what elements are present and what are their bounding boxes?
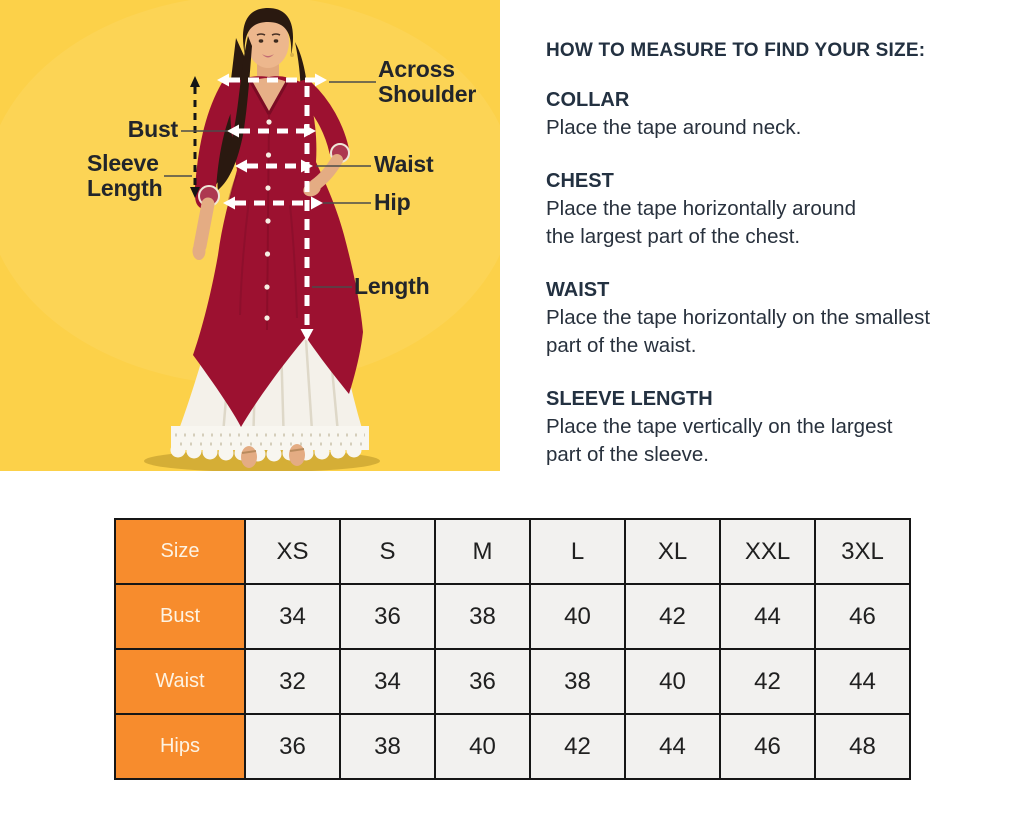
- size-column-header: XS: [244, 518, 341, 585]
- size-column-header: L: [529, 518, 626, 585]
- measurement-value-cell: 46: [719, 713, 816, 780]
- measurement-value-cell: 48: [814, 713, 911, 780]
- measurement-value-cell: 42: [719, 648, 816, 715]
- guide-section-line: Place the tape around neck.: [546, 116, 802, 139]
- model-figure: [144, 8, 380, 471]
- size-column-header: M: [434, 518, 531, 585]
- measurement-value-cell: 42: [529, 713, 626, 780]
- measurement-row-label: Hips: [114, 713, 246, 780]
- size-header-row: Size XS S M L XL XXL 3XL: [114, 518, 911, 585]
- measurement-value-cell: 36: [244, 713, 341, 780]
- size-column-header: XL: [624, 518, 721, 585]
- label-bust: Bust: [127, 116, 179, 142]
- guide-section-chest: CHEST Place the tape horizontally around…: [546, 167, 986, 252]
- size-table: Size XS S M L XL XXL 3XL Bust 34 36 38 40 42 44 46 Waist…: [114, 518, 911, 780]
- guide-section-line: Place the tape horizontally around: [546, 196, 856, 220]
- guide-section-heading: WAIST: [546, 278, 610, 301]
- guide-section-line: the largest part of the chest.: [546, 225, 801, 248]
- measurement-value-cell: 32: [244, 648, 341, 715]
- measurement-row: Hips 36 38 40 42 44 46 48: [114, 713, 911, 780]
- guide-section-heading: SLEEVE LENGTH: [546, 387, 713, 410]
- measurement-value-cell: 40: [624, 648, 721, 715]
- shoulder-arrow: [217, 73, 327, 87]
- measurement-value-cell: 36: [434, 648, 531, 715]
- size-column-header: XXL: [719, 518, 816, 585]
- measurement-value-cell: 42: [624, 583, 721, 650]
- sleeve-length-arrow: [190, 76, 200, 198]
- measurement-arrows: [164, 73, 376, 341]
- guide-section-heading: COLLAR: [546, 89, 630, 111]
- label-connector-lines: [164, 81, 376, 288]
- size-column-header: 3XL: [814, 518, 911, 585]
- guide-section-line: Place the tape horizontally on the small…: [546, 305, 931, 329]
- measurement-row: Waist 32 34 36 38 40 42 44: [114, 648, 911, 715]
- model-illustration: [0, 0, 500, 471]
- measurement-value-cell: 38: [434, 583, 531, 650]
- guide-section-sleeve-length: SLEEVE LENGTH Place the tape vertically …: [546, 385, 986, 470]
- measurement-row-label: Bust: [114, 583, 246, 650]
- measurement-value-cell: 46: [814, 583, 911, 650]
- measurement-value-cell: 38: [339, 713, 436, 780]
- measurement-value-cell: 44: [624, 713, 721, 780]
- label-sleeve-length: Sleeve Length: [87, 150, 163, 201]
- guide-section-line: part of the sleeve.: [546, 443, 709, 466]
- guide-section-line: part of the waist.: [546, 334, 697, 357]
- label-across-shoulder: Across Shoulder: [378, 56, 477, 107]
- label-hip: Hip: [374, 189, 411, 215]
- size-diagram-photo: Across Shoulder Bust Sleeve Length Waist…: [0, 0, 500, 471]
- measurement-value-cell: 40: [434, 713, 531, 780]
- guide-title: HOW TO MEASURE TO FIND YOUR SIZE:: [546, 40, 926, 61]
- measurement-value-cell: 44: [719, 583, 816, 650]
- guide-section-heading: CHEST: [546, 169, 614, 192]
- measurement-value-cell: 36: [339, 583, 436, 650]
- measurement-row: Bust 34 36 38 40 42 44 46: [114, 583, 911, 650]
- measurement-value-cell: 44: [814, 648, 911, 715]
- label-length: Length: [354, 273, 430, 299]
- size-corner-cell: Size: [114, 518, 246, 585]
- measurement-value-cell: 40: [529, 583, 626, 650]
- guide-section-line: Place the tape vertically on the largest: [546, 414, 893, 438]
- measurement-value-cell: 34: [339, 648, 436, 715]
- hip-arrow: [223, 196, 323, 210]
- measurement-row-label: Waist: [114, 648, 246, 715]
- size-column-header: S: [339, 518, 436, 585]
- length-line: [300, 86, 314, 341]
- measurement-value-cell: 34: [244, 583, 341, 650]
- guide-section-waist: WAIST Place the tape horizontally on the…: [546, 276, 986, 361]
- label-waist: Waist: [374, 151, 434, 177]
- measurement-value-cell: 38: [529, 648, 626, 715]
- guide-section-collar: COLLAR Place the tape around neck.: [546, 86, 986, 143]
- measure-guide: HOW TO MEASURE TO FIND YOUR SIZE: COLLAR…: [546, 38, 986, 494]
